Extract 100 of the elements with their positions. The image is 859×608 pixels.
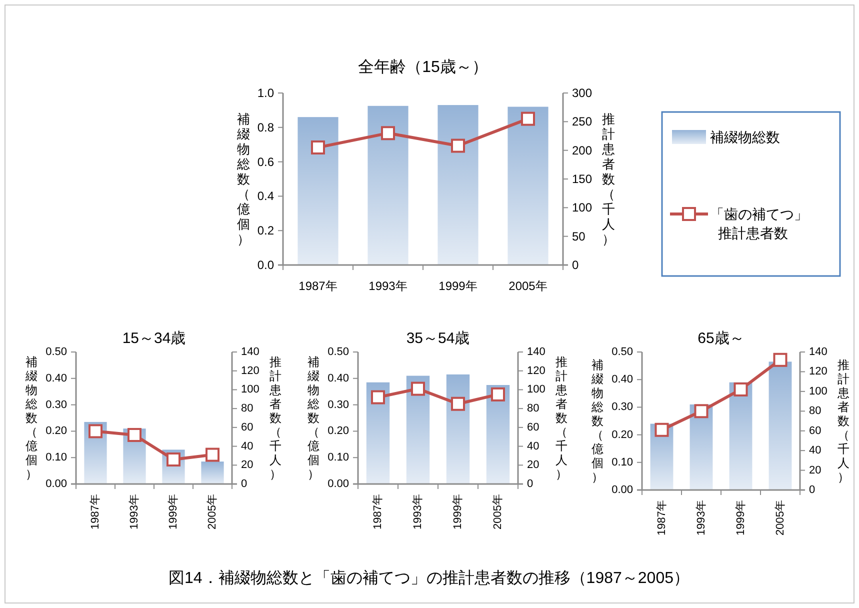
y2-tick-label: 80 [809, 405, 822, 418]
point [521, 112, 535, 126]
point [128, 428, 142, 442]
point [451, 396, 465, 411]
y-tick-label: 0.00 [46, 478, 67, 490]
y2-tick-label: 300 [572, 86, 592, 100]
y-tick-label: 1.0 [257, 86, 274, 100]
y2-tick-label: 0 [572, 258, 579, 272]
y-tick-label: 0.30 [612, 401, 633, 414]
y-tick-label: 0.10 [612, 456, 633, 468]
y-tick-label: 0.50 [328, 346, 349, 358]
legend-label: 補綴物総数 [710, 129, 780, 145]
text: 補綴物総数（億個） [236, 112, 250, 247]
y-tick-label: 0.8 [257, 120, 274, 134]
y2-tick-label: 250 [572, 114, 592, 129]
x-tick-label: 1999年 [452, 494, 464, 530]
y2-tick-label: 100 [572, 200, 592, 215]
y-tick-label: 0.50 [612, 346, 633, 358]
text: 推計患者数（千人） [555, 355, 568, 482]
y-tick-label: 0.10 [328, 452, 349, 464]
point [411, 382, 425, 396]
y-tick-label: 0.20 [46, 425, 67, 438]
x-tick-label: 1993年 [128, 494, 140, 530]
bar [768, 362, 792, 490]
y-tick-label: 0.30 [328, 398, 349, 411]
point [371, 390, 385, 404]
x-tick-label: 1993年 [695, 500, 708, 536]
legend-label: 「歯の補てつ」推計患者数 [710, 206, 808, 241]
text: 補綴物総数（億個） [308, 355, 320, 482]
y2-tick-label: 60 [527, 421, 540, 434]
y2-tick-label: 40 [527, 440, 540, 452]
x-tick-label: 1993年 [412, 494, 424, 530]
y2-tick-label: 0 [241, 478, 248, 490]
y2-tick-label: 60 [809, 424, 822, 437]
y2-tick-label: 120 [809, 366, 828, 378]
y2-tick-label: 140 [241, 346, 260, 358]
y2-tick-label: 60 [241, 421, 254, 434]
bar [729, 382, 752, 490]
x-tick-label: 2005年 [492, 494, 504, 530]
y2-tick-label: 150 [572, 172, 592, 186]
y-tick-label: 0.00 [328, 478, 349, 490]
x-tick-label: 1999年 [734, 500, 747, 536]
y2-tick-label: 0 [809, 484, 816, 496]
point [451, 138, 465, 153]
y-tick-label: 0.2 [257, 224, 274, 238]
y2-tick-label: 120 [527, 364, 546, 377]
text: 推計患者数（千人） [602, 112, 615, 247]
y-tick-label: 0.30 [46, 398, 67, 411]
x-tick-label: 1987年 [298, 279, 338, 293]
x-tick-label: 2005年 [774, 500, 786, 536]
point [381, 126, 395, 140]
y-tick-label: 0.10 [46, 452, 67, 464]
x-tick-label: 1987年 [372, 494, 384, 530]
point [654, 422, 669, 437]
y2-tick-label: 40 [809, 444, 822, 457]
text: 推計患者数（千人） [837, 358, 850, 484]
text: 補綴物総数（億個） [592, 358, 604, 484]
x-tick-label: 1987年 [656, 500, 668, 536]
y2-tick-label: 80 [241, 402, 254, 415]
point [694, 404, 708, 418]
y-tick-label: 0.50 [46, 346, 67, 358]
y2-tick-label: 140 [809, 346, 828, 358]
y-tick-label: 0.4 [257, 189, 274, 204]
y2-tick-label: 200 [572, 143, 592, 158]
caption: 図14．補綴物総数と「歯の補てつ」の推計患者数の推移（1987～2005） [168, 569, 690, 587]
chart-title: 35～54歳 [406, 330, 470, 347]
y2-tick-label: 20 [809, 464, 822, 476]
x-tick-label: 1999年 [168, 494, 180, 530]
chart-title: 15～34歳 [122, 330, 186, 347]
y2-tick-label: 100 [809, 385, 828, 398]
point [206, 448, 220, 462]
chart-title: 65歳～ [698, 330, 744, 347]
y2-tick-label: 100 [527, 384, 546, 396]
x-tick-label: 1993年 [368, 279, 408, 293]
x-tick-label: 2005年 [508, 279, 548, 293]
y2-tick-label: 0 [527, 478, 534, 490]
point [734, 382, 748, 396]
chart-title: 全年齢（15歳～） [358, 58, 488, 76]
y2-tick-label: 40 [241, 440, 254, 452]
point [311, 140, 325, 154]
y-tick-label: 0.40 [46, 372, 67, 384]
bar [201, 462, 224, 484]
text: 推計患者数（千人） [269, 355, 282, 482]
y2-tick-label: 50 [572, 229, 586, 244]
y-tick-label: 0.40 [612, 374, 633, 386]
y-tick-label: 0.0 [257, 258, 274, 272]
point [88, 424, 102, 438]
text: 補綴物総数（億個） [26, 355, 38, 482]
y2-tick-label: 100 [241, 384, 260, 396]
y2-tick-label: 20 [241, 459, 254, 472]
point [491, 387, 505, 402]
y-tick-label: 0.20 [328, 425, 349, 438]
y2-tick-label: 20 [527, 459, 540, 472]
point [773, 352, 788, 367]
y2-tick-label: 80 [527, 402, 540, 415]
y-tick-label: 0.20 [612, 428, 633, 441]
y2-tick-label: 140 [527, 346, 546, 358]
x-tick-label: 2005年 [206, 494, 218, 530]
y-tick-label: 0.00 [612, 484, 633, 496]
x-tick-label: 1987年 [90, 494, 102, 530]
